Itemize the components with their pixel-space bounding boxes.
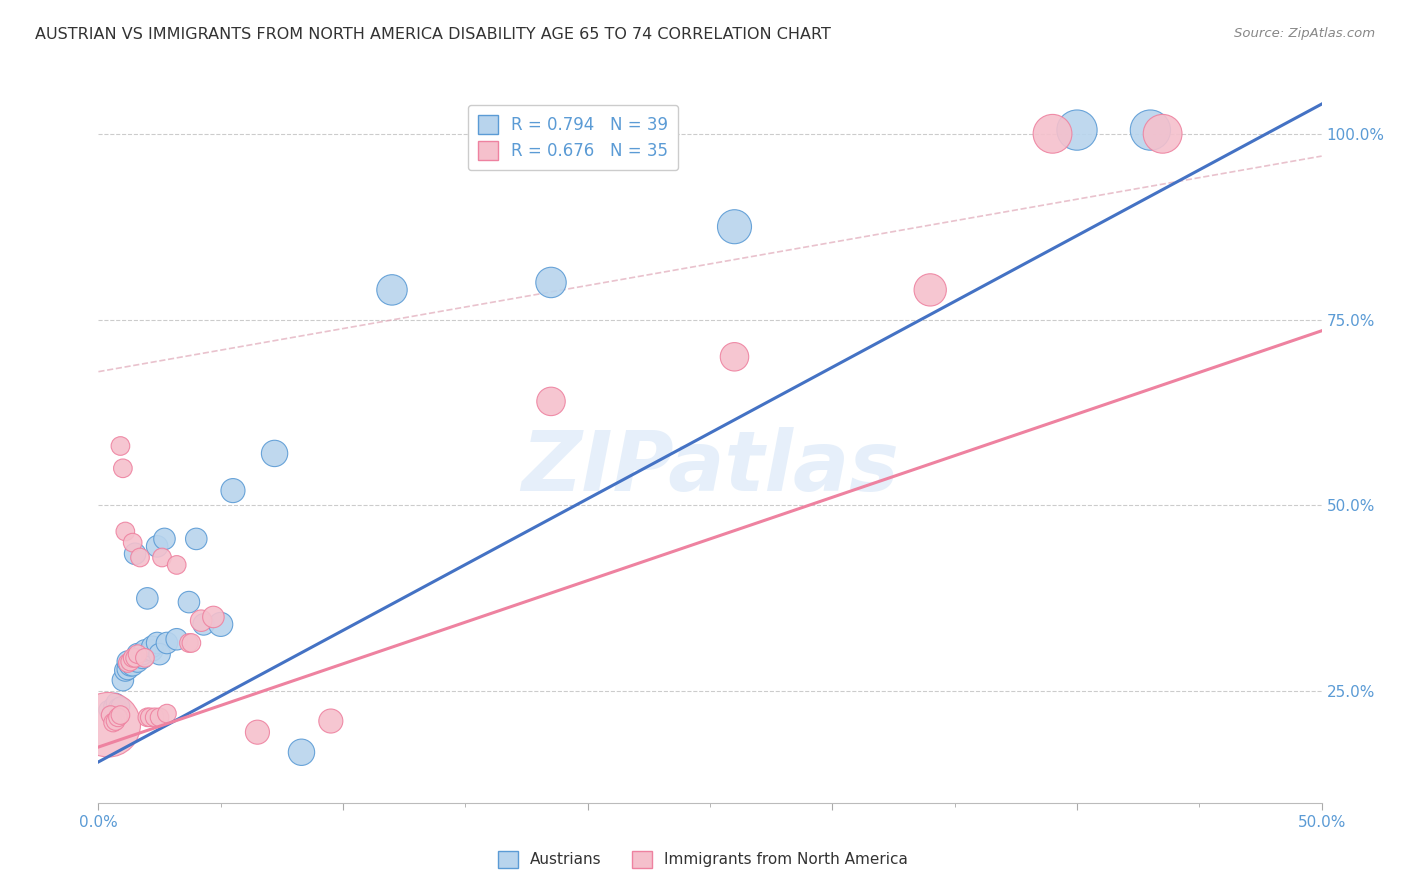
Point <box>120 655 142 669</box>
Point <box>190 614 212 628</box>
Point <box>134 651 156 665</box>
Point <box>101 715 124 730</box>
Point <box>1066 123 1088 137</box>
Point <box>104 696 127 710</box>
Point <box>1139 123 1161 137</box>
Point <box>136 591 159 606</box>
Point <box>1152 127 1174 141</box>
Point <box>139 710 162 724</box>
Point <box>150 550 173 565</box>
Point <box>263 446 285 460</box>
Point <box>723 350 745 364</box>
Point <box>146 539 169 553</box>
Point <box>97 717 120 731</box>
Point <box>131 647 153 661</box>
Point <box>177 636 200 650</box>
Point <box>146 636 169 650</box>
Point <box>107 710 129 724</box>
Point <box>141 643 163 657</box>
Point <box>114 524 136 539</box>
Point <box>920 283 942 297</box>
Point <box>104 714 127 728</box>
Point <box>127 647 149 661</box>
Point <box>110 699 132 714</box>
Point <box>111 461 134 475</box>
Point <box>117 655 139 669</box>
Point <box>127 655 149 669</box>
Text: Source: ZipAtlas.com: Source: ZipAtlas.com <box>1234 27 1375 40</box>
Point <box>97 703 120 717</box>
Point <box>143 710 166 724</box>
Legend: R = 0.794   N = 39, R = 0.676   N = 35: R = 0.794 N = 39, R = 0.676 N = 35 <box>468 104 678 169</box>
Point <box>111 673 134 687</box>
Point <box>134 643 156 657</box>
Point <box>381 283 404 297</box>
Point <box>114 664 136 678</box>
Point <box>149 647 172 661</box>
Point <box>209 617 232 632</box>
Point <box>222 483 245 498</box>
Point <box>100 708 122 723</box>
Point <box>290 745 312 759</box>
Point <box>101 699 124 714</box>
Point <box>246 725 269 739</box>
Point <box>107 700 129 714</box>
Point <box>723 219 745 234</box>
Point <box>131 651 153 665</box>
Point <box>141 640 163 654</box>
Point <box>186 532 208 546</box>
Point <box>117 662 139 676</box>
Point <box>149 710 172 724</box>
Point <box>117 656 139 670</box>
Point <box>121 658 143 673</box>
Legend: Austrians, Immigrants from North America: Austrians, Immigrants from North America <box>492 845 914 873</box>
Point <box>153 532 176 546</box>
Point <box>166 632 188 647</box>
Text: ZIPatlas: ZIPatlas <box>522 427 898 508</box>
Text: AUSTRIAN VS IMMIGRANTS FROM NORTH AMERICA DISABILITY AGE 65 TO 74 CORRELATION CH: AUSTRIAN VS IMMIGRANTS FROM NORTH AMERIC… <box>35 27 831 42</box>
Point <box>540 394 562 409</box>
Point <box>129 550 152 565</box>
Point <box>127 647 149 661</box>
Point <box>121 651 143 665</box>
Point <box>319 714 342 728</box>
Point <box>136 710 159 724</box>
Point <box>540 276 562 290</box>
Point <box>166 558 188 572</box>
Point <box>156 706 179 721</box>
Point <box>180 636 202 650</box>
Point <box>193 617 215 632</box>
Point <box>121 535 143 549</box>
Point <box>177 595 200 609</box>
Point <box>124 547 146 561</box>
Point <box>202 610 225 624</box>
Point <box>100 708 122 723</box>
Point <box>110 439 132 453</box>
Point <box>1042 127 1064 141</box>
Point <box>156 636 179 650</box>
Point <box>110 708 132 723</box>
Point <box>124 651 146 665</box>
Point <box>120 658 142 673</box>
